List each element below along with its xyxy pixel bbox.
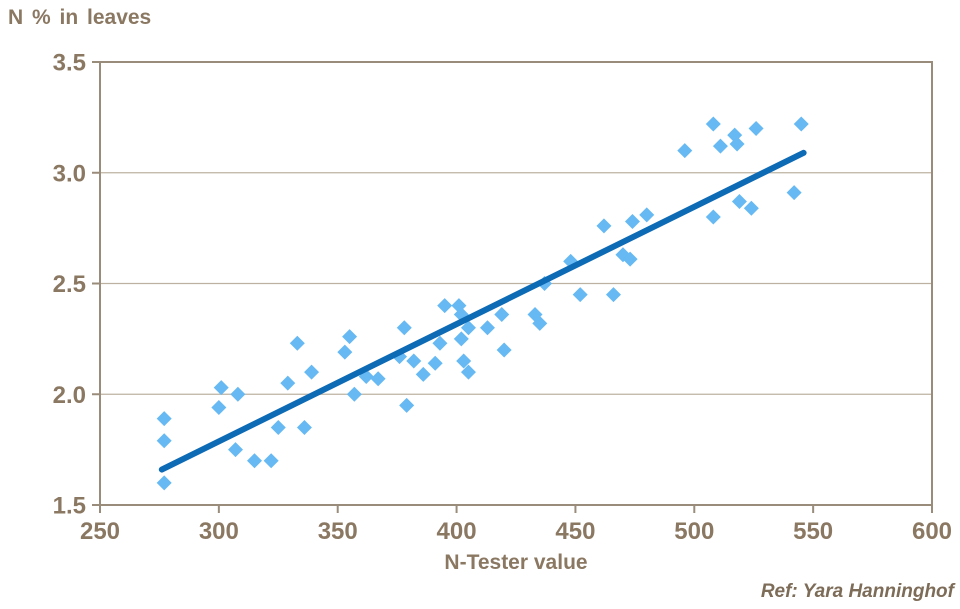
scatter-point-diamond: [406, 353, 422, 369]
x-tick-label: 300: [199, 518, 239, 545]
scatter-point-diamond: [479, 320, 495, 336]
scatter-point-diamond: [270, 419, 286, 435]
scatter-point-diamond: [289, 335, 305, 351]
scatter-point-diamond: [415, 366, 431, 382]
scatter-point-diamond: [346, 386, 362, 402]
scatter-point-diamond: [596, 218, 612, 234]
x-axis-title: N-Tester value: [444, 551, 588, 574]
scatter-point-diamond: [337, 344, 353, 360]
scatter-point-diamond: [399, 397, 415, 413]
scatter-point-diamond: [786, 185, 802, 201]
scatter-point-diamond: [705, 209, 721, 225]
scatter-point-diamond: [605, 287, 621, 303]
scatter-point-diamond: [793, 116, 809, 132]
scatter-point-diamond: [213, 380, 229, 396]
y-tick-label: 2.5: [53, 271, 86, 298]
scatter-point-diamond: [748, 120, 764, 136]
scatter-point-diamond: [227, 442, 243, 458]
x-tick-label: 550: [793, 518, 833, 545]
scatter-point-diamond: [370, 371, 386, 387]
y-tick-label: 2.0: [53, 382, 86, 409]
scatter-point-diamond: [156, 475, 172, 491]
scatter-point-diamond: [705, 116, 721, 132]
scatter-point-diamond: [624, 213, 640, 229]
y-tick-label: 3.0: [53, 160, 86, 187]
x-tick-label: 500: [674, 518, 714, 545]
x-tick-label: 450: [555, 518, 595, 545]
scatter-point-diamond: [296, 419, 312, 435]
scatter-point-diamond: [247, 453, 263, 469]
scatter-point-diamond: [427, 355, 443, 371]
scatter-point-diamond: [396, 320, 412, 336]
scatter-point-diamond: [622, 251, 638, 267]
scatter-point-diamond: [304, 364, 320, 380]
x-tick-label: 600: [912, 518, 952, 545]
scatter-point-diamond: [456, 353, 472, 369]
scatter-point-diamond: [263, 453, 279, 469]
scatter-point-diamond: [156, 411, 172, 427]
x-tick-label: 350: [318, 518, 358, 545]
scatter-point-diamond: [572, 287, 588, 303]
scatter-point-diamond: [460, 364, 476, 380]
scatter-point-diamond: [230, 386, 246, 402]
scatter-point-diamond: [280, 375, 296, 391]
scatter-point-diamond: [712, 138, 728, 154]
x-tick-label: 250: [80, 518, 120, 545]
y-tick-label: 3.5: [53, 50, 86, 77]
scatter-point-diamond: [743, 200, 759, 216]
scatter-point-diamond: [729, 136, 745, 152]
reference-credit: Ref: Yara Hanninghof: [760, 581, 954, 602]
scatter-point-diamond: [532, 315, 548, 331]
scatter-point-diamond: [460, 320, 476, 336]
scatter-point-diamond: [437, 298, 453, 314]
x-tick-label: 400: [437, 518, 477, 545]
scatter-point-diamond: [496, 342, 512, 358]
scatter-point-diamond: [432, 335, 448, 351]
scatter-point-diamond: [731, 194, 747, 210]
scatter-point-diamond: [494, 307, 510, 323]
scatter-point-diamond: [639, 207, 655, 223]
scatter-point-diamond: [453, 331, 469, 347]
trend-line: [158, 149, 807, 473]
scatter-point-diamond: [211, 400, 227, 416]
y-tick-label: 1.5: [53, 493, 86, 520]
scatter-point-diamond: [342, 329, 358, 345]
scatter-point-diamond: [156, 433, 172, 449]
scatter-point-diamond: [677, 143, 693, 159]
chart-title: N % in leaves: [8, 6, 152, 29]
